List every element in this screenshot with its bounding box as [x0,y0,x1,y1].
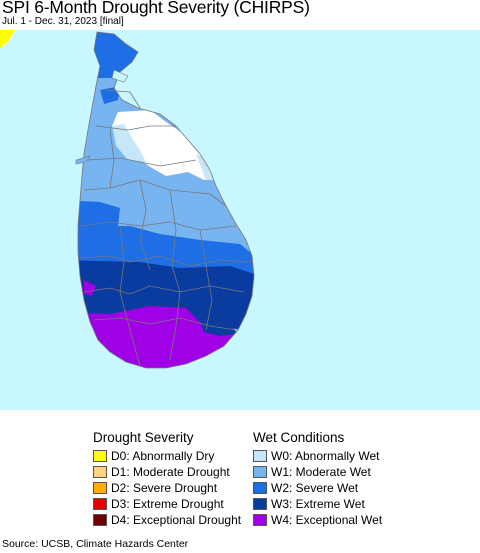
legend-item-d1: D1: Moderate Drought [93,464,230,480]
map-subtitle: Jul. 1 - Dec. 31, 2023 [final] [2,16,124,27]
legend-item-d4: D4: Exceptional Drought [93,512,241,528]
wet-legend-heading: Wet Conditions [253,430,345,445]
jaffna-lagoon [111,69,129,83]
legend-label: W4: Exceptional Wet [271,513,383,527]
legend-item-w2: W2: Severe Wet [253,480,358,496]
legend-item-w3: W3: Extreme Wet [253,496,365,512]
legend-swatch [253,514,267,526]
abnormally-dry-patch [0,30,15,48]
legend-item-d2: D2: Severe Drought [93,480,217,496]
legend-item-w1: W1: Moderate Wet [253,464,371,480]
legend-label: W0: Abnormally Wet [271,449,380,463]
legend-item-w4: W4: Exceptional Wet [253,512,382,528]
legend: Drought Severity Wet Conditions D0: Abno… [0,410,480,535]
legend-label: W1: Moderate Wet [271,465,371,479]
legend-swatch [93,514,107,526]
ocean [0,30,480,410]
legend-swatch [93,482,107,494]
mannar-island [75,155,91,165]
legend-swatch [253,498,267,510]
drought-legend-heading: Drought Severity [93,430,194,445]
legend-swatch [253,466,267,478]
map-title: SPI 6-Month Drought Severity (CHIRPS) [2,0,310,17]
district-boundaries [77,31,255,369]
legend-swatch [253,450,267,462]
legend-label: D2: Severe Drought [111,481,218,495]
source-credit: Source: UCSB, Climate Hazards Center [2,538,189,550]
legend-label: D3: Extreme Drought [111,497,224,511]
legend-label: W2: Severe Wet [271,481,359,495]
legend-swatch [93,498,107,510]
legend-item-d0: D0: Abnormally Dry [93,448,214,464]
legend-label: D0: Abnormally Dry [111,449,215,463]
legend-label: D1: Moderate Drought [111,465,230,479]
legend-label: D4: Exceptional Drought [111,513,242,527]
drought-map [0,30,480,410]
legend-label: W3: Extreme Wet [271,497,365,511]
legend-swatch [93,450,107,462]
legend-swatch [253,482,267,494]
legend-item-d3: D3: Extreme Drought [93,496,224,512]
legend-item-w0: W0: Abnormally Wet [253,448,379,464]
legend-swatch [93,466,107,478]
